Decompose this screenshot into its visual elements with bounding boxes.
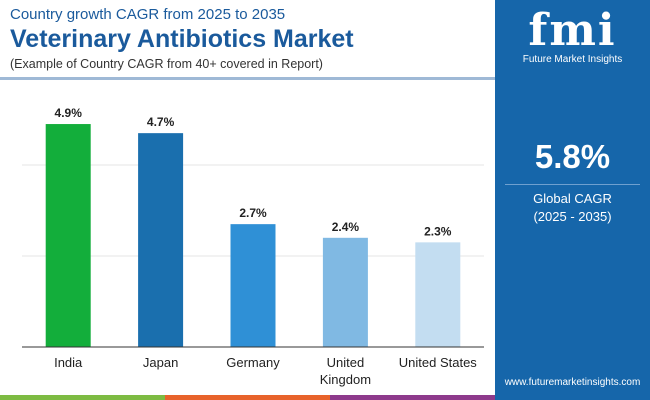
- divider: [505, 184, 640, 185]
- bar-united-kingdom: [322, 237, 368, 347]
- global-cagr-label: Global CAGR (2025 - 2035): [495, 190, 650, 226]
- strip-segment: [0, 395, 165, 400]
- bar-chart: 4.9% 4.7% 2.7% 2.4% 2.3%: [22, 106, 484, 348]
- divider: [0, 77, 495, 80]
- data-label: 2.7%: [239, 206, 267, 220]
- data-label: 2.4%: [332, 220, 360, 234]
- x-tick-label: Germany: [226, 355, 280, 370]
- strip-segment: [330, 395, 495, 400]
- x-tick-label: Japan: [142, 355, 179, 370]
- x-tick-label: India: [54, 355, 83, 370]
- strip-segment: [165, 395, 330, 400]
- brand-name: Future Market Insights: [522, 54, 623, 65]
- chart-title: Veterinary Antibiotics Market: [10, 25, 354, 53]
- cagr-label-text: Global CAGR: [533, 191, 612, 206]
- color-strip: [0, 395, 495, 400]
- data-label: 4.7%: [147, 115, 175, 129]
- x-tick-label: United Kingdom: [319, 355, 372, 387]
- cagr-period: (2025 - 2035): [533, 209, 612, 224]
- fmi-logo: fmi Future Market Insights: [495, 5, 650, 66]
- data-label: 4.9%: [55, 106, 83, 120]
- chart-note: (Example of Country CAGR from 40+ covere…: [10, 57, 323, 71]
- bar-india: [45, 124, 91, 347]
- logo-mark: fmi: [528, 5, 617, 56]
- website-link[interactable]: www.futuremarketinsights.com: [504, 377, 641, 388]
- global-cagr-value: 5.8%: [534, 138, 611, 175]
- x-tick-label: United States: [398, 355, 477, 370]
- bar-germany: [230, 224, 276, 347]
- data-label: 2.3%: [424, 224, 452, 238]
- bar-japan: [138, 133, 184, 347]
- bar-united-states: [415, 242, 461, 347]
- chart-subtitle: Country growth CAGR from 2025 to 2035: [10, 6, 286, 23]
